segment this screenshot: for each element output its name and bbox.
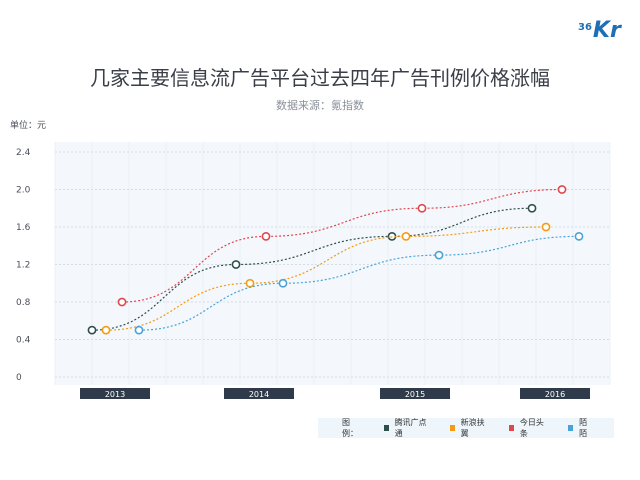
- legend-item: 陌陌: [568, 417, 592, 439]
- x-tick-label: 2014: [249, 390, 269, 399]
- series-line: [105, 226, 547, 331]
- legend-swatch: [508, 425, 514, 431]
- x-category-bar: [80, 388, 150, 399]
- y-tick-label: 0.8: [16, 298, 31, 308]
- data-point: [278, 278, 288, 288]
- data-point: [117, 297, 127, 307]
- y-tick-label: 0.4: [16, 336, 31, 346]
- data-point: [101, 325, 111, 335]
- legend-items: 腾讯广点通 新浪扶翼 今日头条 陌陌: [383, 417, 614, 439]
- logo-big-text: Kr: [592, 18, 621, 43]
- data-point: [527, 203, 537, 213]
- data-point: [417, 203, 427, 213]
- data-point: [231, 260, 241, 269]
- legend-label: 陌陌: [579, 418, 588, 438]
- data-point: [557, 185, 567, 194]
- legend-title: 图例：: [342, 418, 358, 438]
- y-tick-label: 0: [16, 373, 22, 383]
- plot-area: [55, 142, 610, 385]
- y-tick-label: 1.6: [16, 223, 31, 233]
- series-line: [121, 188, 563, 303]
- legend-item: 今日头条: [508, 417, 546, 439]
- data-point: [541, 222, 551, 232]
- legend-label: 今日头条: [519, 418, 544, 438]
- legend-swatch: [568, 425, 574, 431]
- x-tick-label: 2015: [405, 390, 425, 399]
- y-axis-unit: 单位：元: [10, 121, 47, 131]
- chart-source: 数据来源：氪指数: [276, 99, 364, 112]
- legend-item: 腾讯广点通: [383, 417, 428, 439]
- brand-logo: 36 Kr: [578, 20, 621, 42]
- logo-small-text: 36: [578, 22, 592, 33]
- legend-item: 新浪扶翼: [449, 417, 487, 439]
- y-tick-label: 2.4: [16, 148, 31, 158]
- x-category-bar: [520, 388, 590, 399]
- data-point: [261, 231, 271, 241]
- x-category-bar: [224, 388, 294, 399]
- y-tick-label: 2.0: [16, 186, 31, 196]
- x-tick-label: 2013: [105, 390, 125, 399]
- data-point: [134, 325, 144, 335]
- chart-title: 几家主要信息流广告平台过去四年广告刊例价格涨幅: [90, 66, 550, 90]
- legend-label: 新浪扶翼: [460, 418, 485, 438]
- legend-swatch: [383, 425, 389, 431]
- x-tick-label: 2016: [545, 390, 565, 399]
- series-line: [91, 207, 533, 331]
- data-point: [574, 231, 584, 241]
- legend-label: 腾讯广点通: [394, 418, 427, 438]
- data-point: [401, 231, 411, 241]
- x-category-bar: [380, 388, 450, 399]
- legend-swatch: [449, 425, 455, 431]
- data-point: [245, 278, 255, 288]
- series-line: [138, 235, 580, 331]
- y-tick-label: 1.2: [16, 261, 30, 271]
- data-point: [434, 250, 444, 260]
- chart-legend: 图例： 腾讯广点通 新浪扶翼 今日头条 陌陌: [318, 418, 614, 438]
- data-point: [87, 325, 97, 335]
